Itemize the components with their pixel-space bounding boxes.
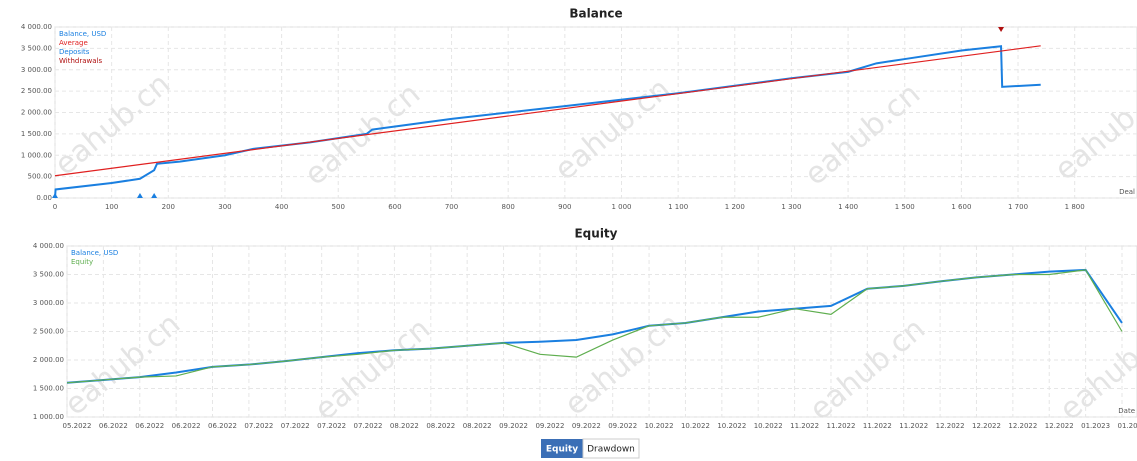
x-tick-label: 1 600 bbox=[951, 203, 971, 211]
y-tick-label: 1 000.00 bbox=[33, 413, 64, 421]
x-tick-label: 11.2022 bbox=[826, 422, 855, 430]
watermarks: eahub.cn eahub.cn eahub.cn eahub.cn eahu… bbox=[48, 67, 1137, 428]
x-tick-label: 0 bbox=[53, 203, 57, 211]
x-tick-label: 800 bbox=[502, 203, 515, 211]
x-tick-label: 1 300 bbox=[781, 203, 801, 211]
watermark: eahub.cn bbox=[308, 312, 437, 428]
y-tick-label: 4 000.00 bbox=[33, 242, 64, 250]
x-tick-label: 600 bbox=[388, 203, 401, 211]
legend-entry: Equity bbox=[71, 258, 93, 266]
x-tick-label: 06.2022 bbox=[135, 422, 164, 430]
chart-title: Equity bbox=[574, 227, 617, 241]
x-tick-label: 1 700 bbox=[1008, 203, 1028, 211]
y-tick-label: 1 000.00 bbox=[21, 151, 52, 159]
x-tick-label: 1 200 bbox=[725, 203, 745, 211]
y-tick-label: 2 500.00 bbox=[21, 87, 52, 95]
x-tick-label: 09.2022 bbox=[535, 422, 564, 430]
x-tick-label: 01.2023 bbox=[1118, 422, 1137, 430]
watermark: eahub.cn bbox=[58, 307, 187, 423]
x-tick-label: 100 bbox=[105, 203, 118, 211]
x-tick-label: 500 bbox=[332, 203, 345, 211]
y-tick-label: 3 500.00 bbox=[33, 271, 64, 279]
y-tick-label: 1 500.00 bbox=[33, 385, 64, 393]
x-tick-label: 200 bbox=[162, 203, 175, 211]
marker bbox=[52, 193, 58, 198]
marker bbox=[136, 193, 143, 198]
x-tick-label: 05.2022 bbox=[63, 422, 92, 430]
x-tick-label: 01.2023 bbox=[1081, 422, 1110, 430]
x-tick-label: 06.2022 bbox=[172, 422, 201, 430]
tab[interactable] bbox=[582, 438, 640, 459]
x-tick-label: 12.2022 bbox=[936, 422, 965, 430]
tab-active[interactable] bbox=[541, 439, 583, 458]
marker bbox=[998, 27, 1005, 32]
x-tick-label: 08.2022 bbox=[463, 422, 492, 430]
x-tick-label: 12.2022 bbox=[1008, 422, 1037, 430]
legend-entry: Balance, USD bbox=[59, 30, 106, 38]
x-tick-label: 1 800 bbox=[1065, 203, 1085, 211]
x-tick-label: 900 bbox=[558, 203, 571, 211]
watermark: eahub.cn bbox=[48, 67, 177, 183]
x-tick-label: 10.2022 bbox=[717, 422, 746, 430]
y-tick-label: 4 000.00 bbox=[21, 23, 52, 31]
x-tick-label: 10.2022 bbox=[681, 422, 710, 430]
y-tick-label: 2 000.00 bbox=[21, 109, 52, 117]
legend-entry: Withdrawals bbox=[59, 57, 102, 65]
x-tick-label: 06.2022 bbox=[99, 422, 128, 430]
x-tick-label: 09.2022 bbox=[608, 422, 637, 430]
x-tick-label: 12.2022 bbox=[972, 422, 1001, 430]
watermark: eahub.cn bbox=[798, 77, 927, 193]
x-tick-label: 09.2022 bbox=[499, 422, 528, 430]
legend-entry: Balance, USD bbox=[71, 249, 118, 257]
x-tick-label: 300 bbox=[218, 203, 231, 211]
x-tick-label: 10.2022 bbox=[645, 422, 674, 430]
legend-entry: Deposits bbox=[59, 48, 90, 56]
x-tick-label: 07.2022 bbox=[317, 422, 346, 430]
x-tick-label: 11.2022 bbox=[790, 422, 819, 430]
y-tick-label: 3 000.00 bbox=[33, 299, 64, 307]
x-tick-label: 1 100 bbox=[668, 203, 688, 211]
x-tick-label: 08.2022 bbox=[390, 422, 419, 430]
tab-label[interactable]: Equity bbox=[546, 445, 578, 455]
x-tick-label: 09.2022 bbox=[572, 422, 601, 430]
x-tick-label: 400 bbox=[275, 203, 288, 211]
x-tick-label: 06.2022 bbox=[208, 422, 237, 430]
chart-title: Balance bbox=[569, 7, 622, 21]
x-tick-label: 1 500 bbox=[895, 203, 915, 211]
y-tick-label: 2 000.00 bbox=[33, 356, 64, 364]
x-tick-label: 07.2022 bbox=[354, 422, 383, 430]
y-tick-label: 500.00 bbox=[28, 173, 53, 181]
x-tick-label: 07.2022 bbox=[281, 422, 310, 430]
x-tick-label: 700 bbox=[445, 203, 458, 211]
x-tick-label: 1 400 bbox=[838, 203, 858, 211]
x-tick-label: 07.2022 bbox=[244, 422, 273, 430]
y-tick-label: 1 500.00 bbox=[21, 130, 52, 138]
series-line bbox=[54, 45, 1041, 199]
x-tick-label: 1 000 bbox=[611, 203, 631, 211]
x-axis-label: Deal bbox=[1119, 188, 1135, 196]
x-tick-label: 11.2022 bbox=[863, 422, 892, 430]
y-tick-label: 3 000.00 bbox=[21, 66, 52, 74]
watermark: eahub.cn bbox=[1048, 72, 1137, 188]
series-line bbox=[66, 269, 1123, 384]
x-tick-label: 10.2022 bbox=[754, 422, 783, 430]
x-axis-label: Date bbox=[1118, 407, 1135, 415]
x-tick-label: 11.2022 bbox=[899, 422, 928, 430]
series-line bbox=[54, 45, 1041, 177]
legend-entry: Average bbox=[59, 39, 88, 47]
y-tick-label: 0.00 bbox=[36, 194, 52, 202]
x-tick-label: 12.2022 bbox=[1045, 422, 1074, 430]
watermark: eahub.cn bbox=[548, 72, 677, 188]
y-tick-label: 2 500.00 bbox=[33, 328, 64, 336]
tab-label[interactable]: Drawdown bbox=[587, 445, 635, 455]
marker bbox=[151, 193, 158, 198]
x-tick-label: 08.2022 bbox=[426, 422, 455, 430]
y-tick-label: 3 500.00 bbox=[21, 44, 52, 52]
